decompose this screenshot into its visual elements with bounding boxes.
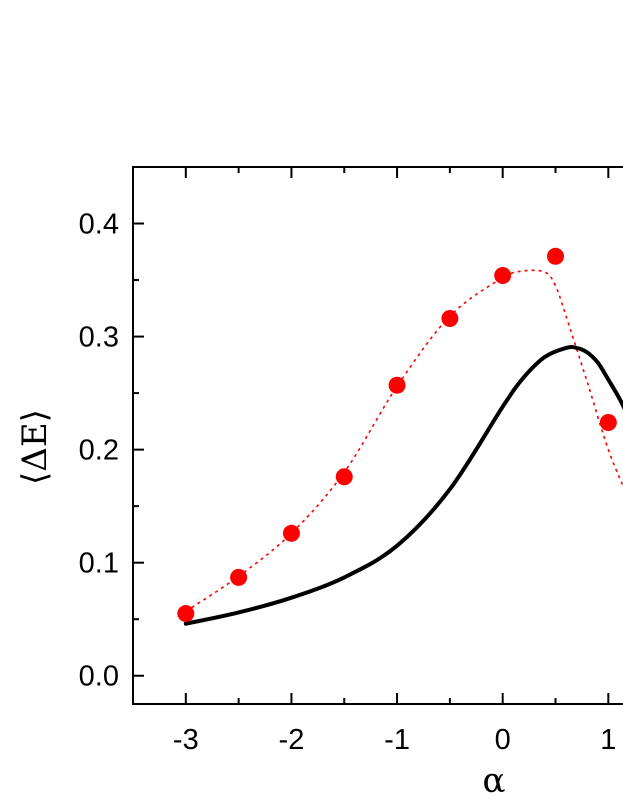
plot-frame: [132, 166, 623, 705]
y-tick-label: 0.4: [79, 209, 119, 241]
x-tick-label: -1: [384, 724, 410, 756]
y-tick-label: 0.1: [79, 548, 119, 580]
series-layer: [177, 247, 623, 626]
axes: [132, 166, 623, 705]
labels-layer: -3 -2 -1 0 1 0.0 0.1 0.2 0.3 0.4 α ⟨ΔE⟩: [15, 209, 616, 801]
data-point: [177, 605, 195, 623]
x-tick-label: -2: [279, 724, 305, 756]
y-tick-label: 0.0: [79, 661, 119, 693]
data-point: [547, 247, 564, 265]
data-point: [335, 468, 353, 486]
x-tick-label: -3: [173, 724, 199, 756]
fit-dotted-line: [185, 269, 623, 612]
data-point: [230, 568, 248, 586]
data-point: [388, 376, 406, 394]
data-point: [441, 309, 459, 327]
y-tick-label: 0.3: [79, 322, 119, 354]
y-axis-title: ⟨ΔE⟩: [15, 409, 55, 485]
y-tick-label: 0.2: [79, 435, 119, 467]
theory-line: [183, 345, 623, 626]
data-point: [282, 524, 300, 542]
x-tick-label: 0: [495, 724, 511, 756]
data-point: [599, 413, 617, 431]
data-point: [494, 267, 512, 285]
x-tick-label: 1: [600, 724, 616, 756]
x-axis-title: α: [483, 761, 506, 801]
